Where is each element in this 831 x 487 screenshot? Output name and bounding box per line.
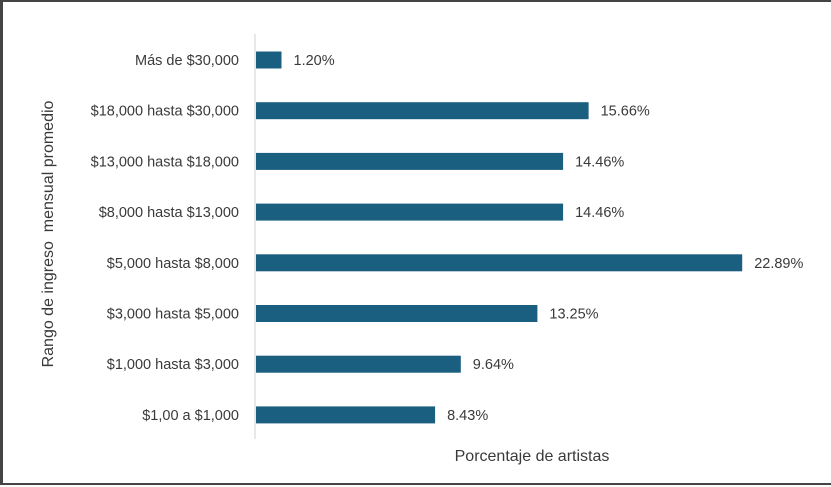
category-label: $1,00 a $1,000 [142, 408, 239, 424]
value-label: 8.43% [447, 408, 488, 424]
value-label: 14.46% [575, 205, 624, 221]
x-axis-title: Porcentaje de artistas [455, 448, 610, 465]
bar [256, 102, 589, 120]
bar [256, 406, 436, 424]
bar [256, 203, 564, 221]
category-label: Más de $30,000 [135, 53, 239, 69]
category-label: $1,000 hasta $3,000 [107, 357, 239, 373]
category-labels: Más de $30,000 $18,000 hasta $30,000 $13,0… [91, 53, 239, 424]
value-label: 13.25% [549, 307, 598, 323]
category-label: $13,000 hasta $18,000 [91, 154, 239, 170]
value-label: 14.46% [575, 154, 624, 170]
value-label: 22.89% [754, 256, 803, 272]
category-label: $3,000 hasta $5,000 [107, 307, 239, 323]
category-label: $8,000 hasta $13,000 [99, 205, 239, 221]
bar [256, 152, 564, 170]
category-label: $5,000 hasta $8,000 [107, 256, 239, 272]
bar [256, 355, 461, 373]
bar [256, 51, 282, 69]
value-label: 9.64% [473, 357, 514, 373]
bar [256, 254, 743, 272]
bars-layer [256, 51, 743, 424]
income-range-bar-chart: Más de $30,000 $18,000 hasta $30,000 $13,0… [40, 34, 804, 465]
bar [256, 305, 538, 322]
y-axis-title: Rango de ingreso mensual promedio [40, 100, 57, 367]
category-label: $18,000 hasta $30,000 [91, 104, 239, 120]
value-label: 15.66% [601, 104, 650, 120]
value-labels: 1.20% 15.66% 14.46% 14.46% 22.89% 13.25% 9.64%… [294, 53, 804, 424]
value-label: 1.20% [294, 53, 335, 69]
